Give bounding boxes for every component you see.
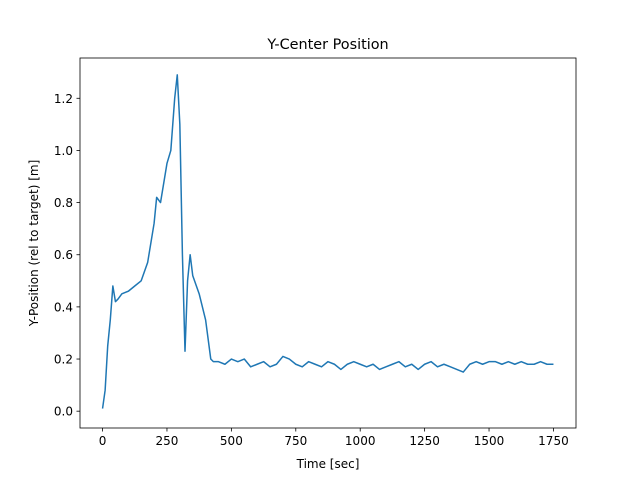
y-tick-label: 1.0	[54, 144, 73, 158]
y-tick-label: 1.2	[54, 92, 73, 106]
y-tick-label: 0.6	[54, 248, 73, 262]
data-line	[101, 74, 554, 409]
chart-title: Y-Center Position	[266, 37, 388, 53]
y-axis-label: Y-Position (rel to target) [m]	[27, 160, 41, 328]
x-tick-label: 1000	[345, 434, 376, 448]
y-tick-label: 0.4	[54, 300, 73, 314]
x-tick-label: 250	[156, 434, 179, 448]
x-tick-label: 1500	[474, 434, 505, 448]
y-tick-label: 0.8	[54, 196, 73, 210]
plot-frame	[79, 57, 577, 429]
x-tick-label: 1750	[538, 434, 569, 448]
y-tick-label: 0.0	[54, 405, 73, 419]
x-tick-label: 1250	[409, 434, 440, 448]
y-tick-label: 0.2	[54, 353, 73, 367]
x-axis-label: Time [sec]	[296, 457, 360, 471]
x-tick-label: 0	[99, 434, 107, 448]
x-tick-label: 750	[284, 434, 307, 448]
x-tick-label: 500	[220, 434, 243, 448]
